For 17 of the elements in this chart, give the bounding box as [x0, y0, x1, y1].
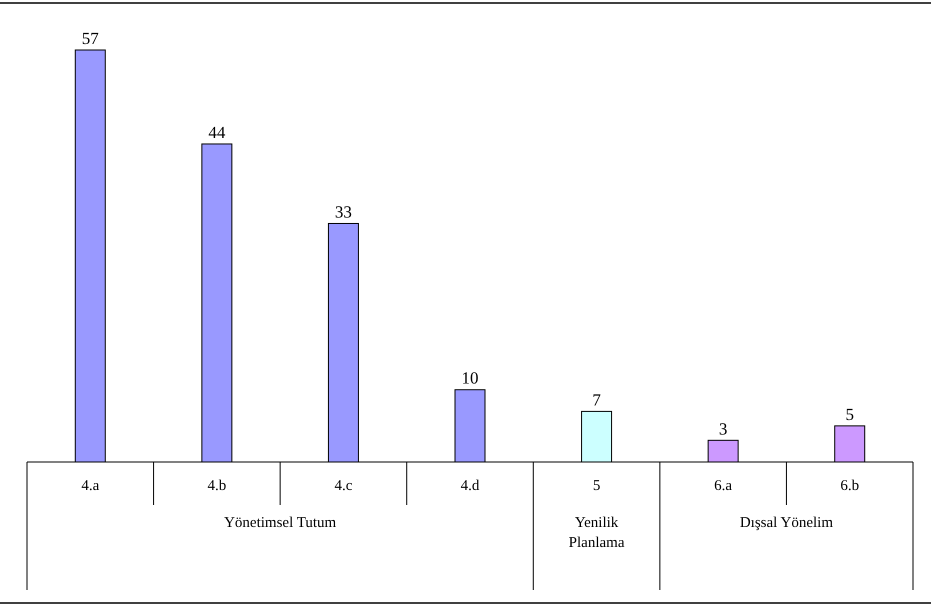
data-label: 57 — [82, 29, 100, 48]
x-tick-label: 5 — [592, 478, 600, 494]
x-tick-label: 4.d — [460, 478, 480, 494]
data-label: 33 — [334, 202, 352, 222]
x-tick-label: 6.a — [714, 478, 732, 494]
data-label: 7 — [592, 390, 602, 410]
text: Yenilik Planlama — [568, 515, 625, 551]
text: Yönetimsel Tutum — [224, 515, 337, 531]
data-label: 44 — [208, 122, 226, 142]
data-label: 3 — [718, 419, 728, 438]
x-tick-label: 4.c — [334, 478, 353, 494]
text: Dışsal Yönelim — [740, 515, 834, 531]
x-tick-label: 4.a — [81, 478, 100, 494]
x-tick-label: 4.b — [207, 478, 226, 494]
x-tick-label: 6.b — [840, 478, 860, 494]
data-label: 10 — [462, 368, 478, 388]
data-label: 5 — [845, 404, 854, 424]
